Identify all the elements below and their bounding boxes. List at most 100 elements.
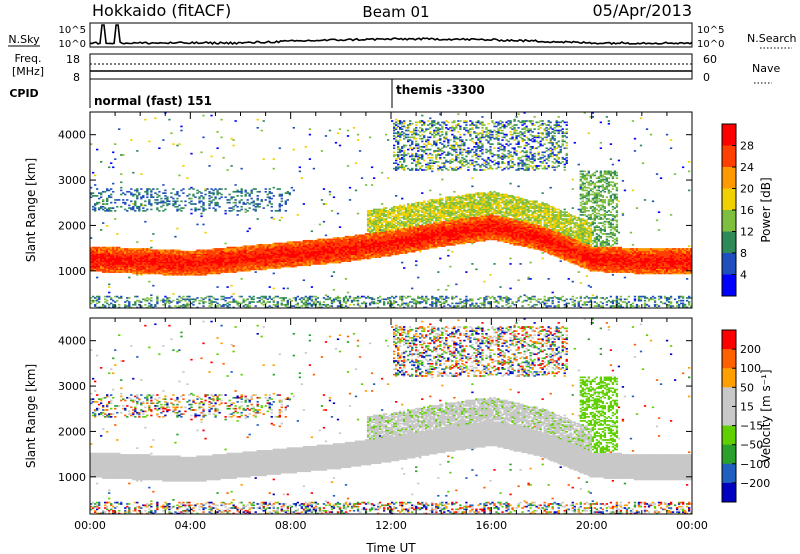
power-cell	[262, 265, 265, 268]
power-cell	[222, 254, 225, 257]
power-cell	[204, 263, 207, 265]
power-cell	[380, 233, 384, 235]
power-cell	[340, 242, 344, 245]
power-cell	[423, 131, 426, 133]
power-cell	[336, 239, 340, 242]
power-cell	[108, 210, 111, 212]
power-cell	[330, 275, 334, 277]
power-cell	[372, 220, 376, 223]
power-cell	[284, 253, 287, 256]
power-cell	[262, 250, 265, 253]
power-cell	[391, 220, 394, 223]
power-cell	[234, 263, 237, 265]
power-cell	[202, 210, 205, 212]
power-cell	[326, 252, 330, 254]
power-cell	[393, 235, 396, 238]
power-cell	[148, 267, 151, 269]
power-cell	[240, 253, 243, 256]
power-cell	[362, 246, 366, 249]
power-cell	[312, 244, 316, 246]
power-cell	[188, 250, 191, 253]
power-cell	[236, 267, 239, 269]
power-cell	[200, 212, 203, 215]
power-cell	[354, 244, 358, 246]
power-cell	[356, 297, 360, 299]
power-cell	[132, 257, 135, 260]
power-cell	[384, 254, 388, 257]
power-cell	[391, 218, 394, 220]
power-cell	[413, 203, 416, 205]
power-cell	[286, 302, 289, 305]
power-cell	[403, 212, 406, 215]
power-cell	[274, 253, 277, 256]
power-cell	[258, 245, 261, 248]
power-cell	[198, 261, 201, 264]
power-cell	[232, 298, 235, 301]
power-cell	[224, 261, 227, 264]
power-cell	[122, 249, 125, 252]
power-cell	[146, 269, 149, 272]
power-cell	[401, 197, 404, 200]
power-cell	[368, 233, 372, 235]
power-cell	[376, 248, 380, 250]
power-cell	[124, 254, 127, 257]
power-cell	[94, 265, 97, 268]
power-cell	[210, 302, 213, 305]
power-cell	[166, 267, 169, 269]
power-cell	[178, 195, 181, 197]
power-cell	[242, 201, 245, 204]
power-cell	[332, 288, 336, 291]
power-cell	[322, 188, 326, 190]
power-cell	[154, 267, 157, 269]
power-cell	[340, 256, 344, 258]
power-cell	[104, 301, 107, 303]
power-cell	[350, 246, 354, 249]
power-cell	[386, 222, 390, 224]
power-cell	[370, 254, 374, 257]
power-cell	[216, 267, 219, 269]
power-cell	[174, 260, 177, 263]
cpid-event-1: normal (fast) 151	[94, 94, 212, 108]
power-cell	[254, 250, 257, 253]
power-cell	[114, 246, 117, 249]
power-cell	[260, 248, 263, 250]
power-cell	[166, 199, 169, 201]
nsearch-tick-top: 10^5	[697, 25, 724, 36]
power-cell	[100, 267, 103, 269]
power-cell	[378, 250, 382, 253]
power-cell	[244, 189, 247, 192]
power-cell	[348, 242, 352, 245]
power-cell	[407, 242, 410, 245]
power-cell	[148, 256, 151, 258]
power-cell	[112, 257, 115, 260]
power-cell	[114, 301, 117, 303]
power-cell	[190, 264, 193, 267]
power-cell	[198, 269, 201, 272]
power-cell	[182, 295, 185, 298]
power-cell	[130, 254, 133, 257]
power-cell	[413, 233, 416, 235]
power-cell	[228, 199, 231, 201]
power-cell	[274, 244, 277, 246]
power-cell	[284, 192, 287, 194]
power-cell	[350, 249, 354, 252]
power-cell	[174, 252, 177, 254]
power-cell	[168, 273, 171, 276]
power-cell	[358, 305, 362, 307]
power-cell	[208, 298, 211, 301]
power-cell	[178, 174, 181, 177]
power-cell	[395, 159, 398, 162]
power-cell	[228, 301, 231, 303]
power-cell	[118, 246, 121, 249]
power-cell	[194, 253, 197, 256]
power-cell	[407, 303, 410, 306]
power-cell	[120, 249, 123, 252]
power-cell	[374, 239, 378, 242]
power-cell	[391, 238, 394, 241]
power-cell	[150, 263, 153, 265]
power-cell	[172, 197, 175, 200]
power-cell	[302, 279, 306, 282]
power-cell	[250, 264, 253, 267]
power-cell	[166, 249, 169, 252]
power-cell	[403, 237, 406, 239]
